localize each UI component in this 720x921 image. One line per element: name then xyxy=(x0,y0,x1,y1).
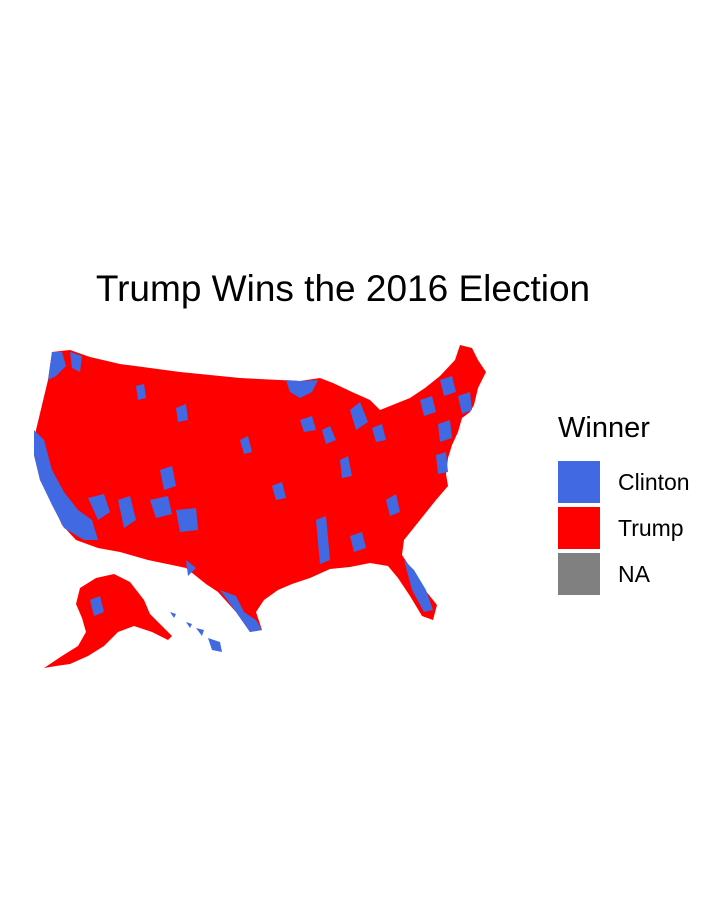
map-title: Trump Wins the 2016 Election xyxy=(95,268,591,309)
legend-title: Winner xyxy=(558,412,650,444)
alaska xyxy=(44,574,172,668)
hawaii xyxy=(170,612,222,652)
trump-swatch xyxy=(558,507,600,549)
legend-label: NA xyxy=(618,560,650,587)
contiguous-us xyxy=(34,345,486,632)
legend-label: Trump xyxy=(618,514,684,541)
na-swatch xyxy=(558,553,600,595)
legend-item-trump: Trump xyxy=(558,505,690,551)
legend: Winner Clinton Trump NA xyxy=(558,412,690,597)
clinton-swatch xyxy=(558,461,600,503)
legend-item-clinton: Clinton xyxy=(558,459,690,505)
clinton-counties xyxy=(34,352,472,632)
legend-label: Clinton xyxy=(618,468,690,495)
legend-item-na: NA xyxy=(558,551,690,597)
